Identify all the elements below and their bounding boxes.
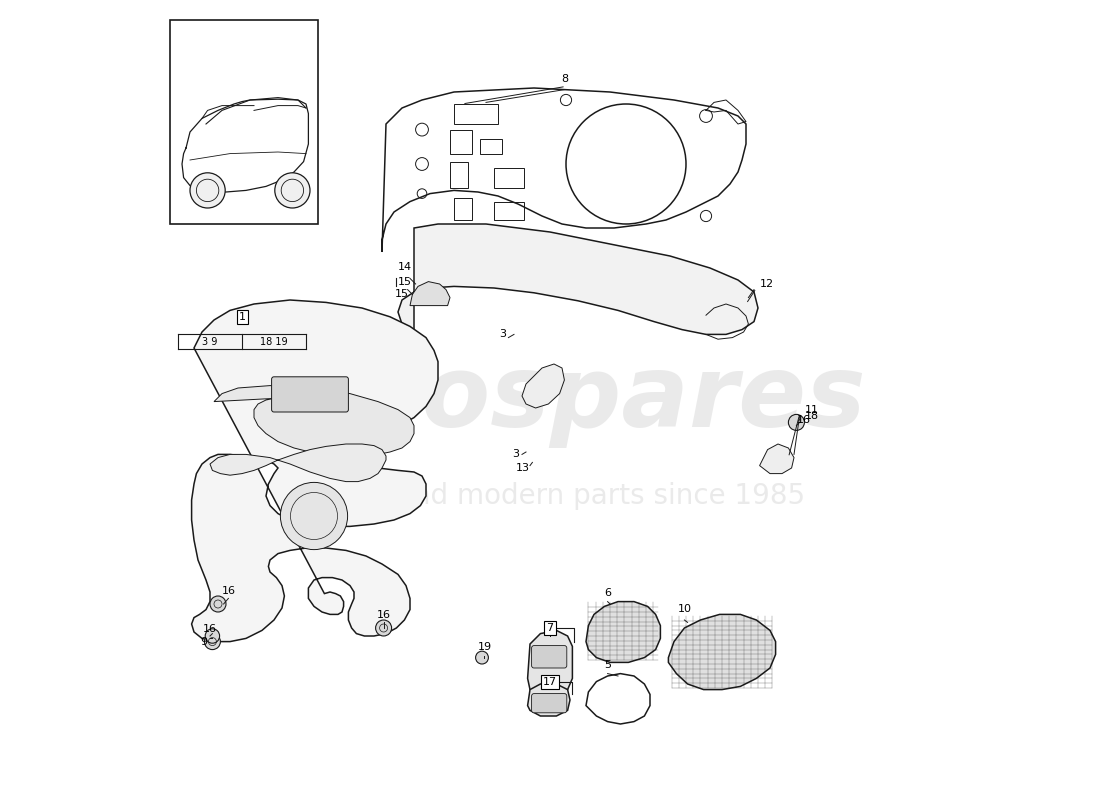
Circle shape bbox=[210, 596, 225, 612]
Polygon shape bbox=[528, 630, 572, 694]
Polygon shape bbox=[760, 444, 794, 474]
Text: 16: 16 bbox=[796, 415, 811, 425]
Polygon shape bbox=[210, 444, 386, 482]
Circle shape bbox=[190, 173, 226, 208]
Polygon shape bbox=[586, 602, 660, 662]
Text: 11: 11 bbox=[804, 405, 818, 414]
Polygon shape bbox=[522, 364, 564, 408]
Text: 3 9: 3 9 bbox=[202, 337, 218, 346]
Text: 3: 3 bbox=[513, 450, 519, 459]
FancyBboxPatch shape bbox=[531, 694, 566, 713]
Polygon shape bbox=[214, 386, 414, 456]
Text: 7: 7 bbox=[547, 623, 553, 633]
Text: 19: 19 bbox=[477, 642, 492, 652]
Polygon shape bbox=[528, 684, 570, 716]
Text: 16: 16 bbox=[221, 586, 235, 596]
Text: 15: 15 bbox=[395, 290, 409, 299]
Text: classic and modern parts since 1985: classic and modern parts since 1985 bbox=[295, 482, 805, 510]
Text: 18: 18 bbox=[804, 411, 818, 421]
Text: 3: 3 bbox=[499, 330, 506, 339]
FancyBboxPatch shape bbox=[272, 377, 349, 412]
Polygon shape bbox=[669, 614, 775, 690]
Polygon shape bbox=[410, 282, 450, 306]
Text: 15: 15 bbox=[397, 277, 411, 286]
Text: 17: 17 bbox=[543, 677, 557, 686]
Text: 18 19: 18 19 bbox=[261, 337, 288, 346]
Text: 5: 5 bbox=[604, 661, 612, 670]
Text: 1: 1 bbox=[239, 312, 245, 322]
Circle shape bbox=[205, 634, 220, 650]
Text: 9: 9 bbox=[200, 637, 208, 646]
Text: 8: 8 bbox=[561, 74, 568, 84]
FancyBboxPatch shape bbox=[531, 646, 566, 668]
Text: 12: 12 bbox=[760, 279, 773, 289]
Circle shape bbox=[280, 482, 348, 550]
Circle shape bbox=[275, 173, 310, 208]
Circle shape bbox=[375, 620, 392, 636]
Circle shape bbox=[789, 414, 804, 430]
Polygon shape bbox=[191, 300, 438, 642]
Text: eurospares: eurospares bbox=[233, 351, 867, 449]
Text: 16: 16 bbox=[204, 624, 217, 634]
Text: 10: 10 bbox=[678, 605, 692, 614]
Circle shape bbox=[475, 651, 488, 664]
Polygon shape bbox=[398, 224, 758, 334]
Text: 6: 6 bbox=[604, 589, 612, 598]
Text: 13: 13 bbox=[516, 463, 530, 473]
Circle shape bbox=[206, 629, 220, 643]
FancyBboxPatch shape bbox=[170, 20, 318, 224]
Text: 16: 16 bbox=[376, 610, 390, 620]
Text: 14: 14 bbox=[397, 262, 411, 272]
